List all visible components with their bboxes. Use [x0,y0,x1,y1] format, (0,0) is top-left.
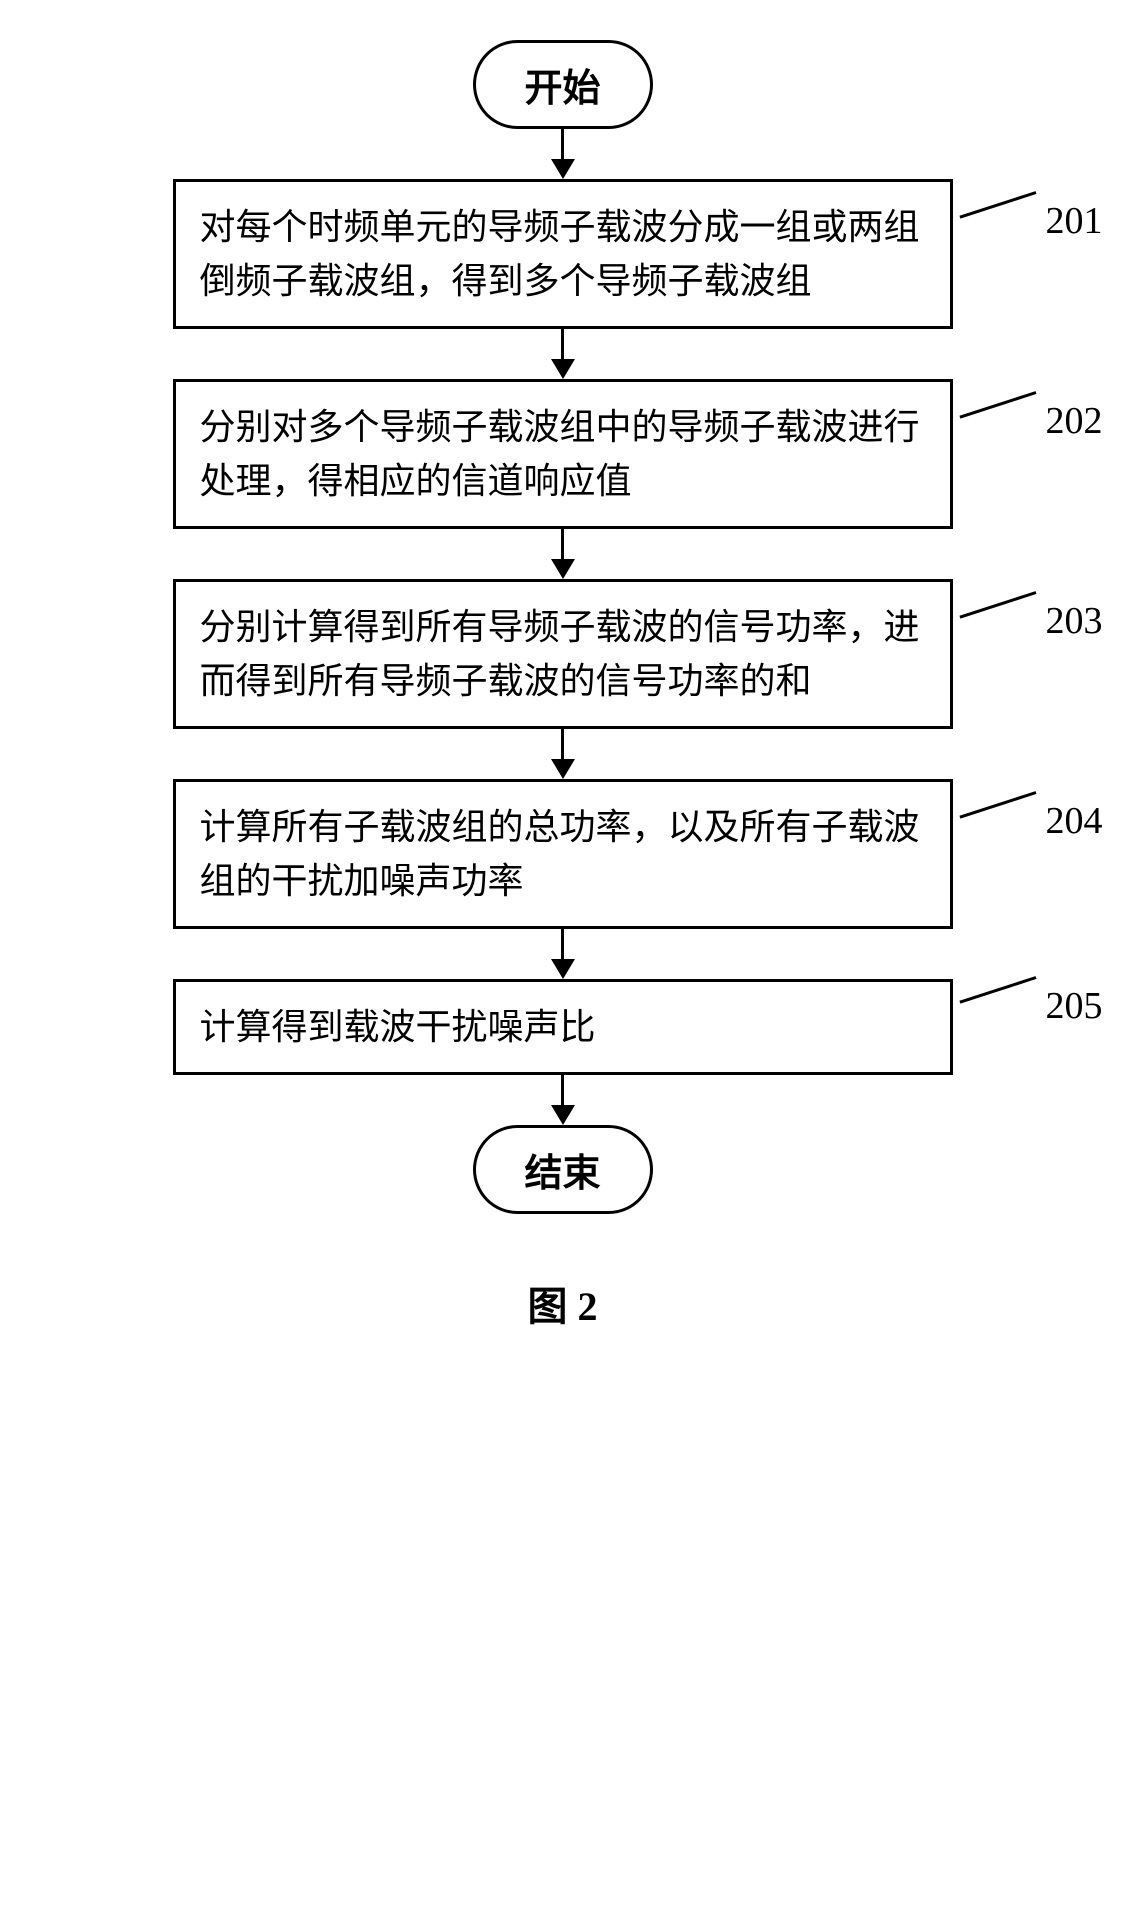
flowchart-container: 开始 对每个时频单元的导频子载波分成一组或两组倒频子载波组，得到多个导频子载波组… [113,40,1013,1332]
step-wrapper: 对每个时频单元的导频子载波分成一组或两组倒频子载波组，得到多个导频子载波组 20… [173,179,953,329]
process-text: 分别对多个导频子载波组中的导频子载波进行处理，得相应的信道响应值 [200,407,920,501]
step-label-205: 205 [1046,984,1103,1028]
step-label-204: 204 [1046,799,1103,843]
process-text: 计算所有子载波组的总功率，以及所有子载波组的干扰加噪声功率 [200,807,920,901]
arrow-line [561,529,564,559]
process-text: 分别计算得到所有导频子载波的信号功率，进而得到所有导频子载波的信号功率的和 [200,607,920,701]
step-wrapper: 分别对多个导频子载波组中的导频子载波进行处理，得相应的信道响应值 202 [173,379,953,529]
arrow [551,329,575,379]
arrow-line [561,329,564,359]
start-terminal: 开始 [473,40,653,129]
arrow-line [561,929,564,959]
step-label-203: 203 [1046,599,1103,643]
step-wrapper: 计算所有子载波组的总功率，以及所有子载波组的干扰加噪声功率 204 [173,779,953,929]
arrow [551,1075,575,1125]
arrow-head [551,559,575,579]
process-box-204: 计算所有子载波组的总功率，以及所有子载波组的干扰加噪声功率 [173,779,953,929]
end-terminal: 结束 [473,1125,653,1214]
arrow [551,729,575,779]
arrow-head [551,1105,575,1125]
arrow-head [551,759,575,779]
process-text: 计算得到载波干扰噪声比 [200,1000,596,1054]
step-label-202: 202 [1046,399,1103,443]
end-label: 结束 [524,1153,600,1195]
arrow-head [551,959,575,979]
start-label: 开始 [524,68,600,110]
arrow-line [561,129,564,159]
process-text: 对每个时频单元的导频子载波分成一组或两组倒频子载波组，得到多个导频子载波组 [200,207,920,301]
arrow [551,929,575,979]
step-wrapper: 计算得到载波干扰噪声比 205 [173,979,953,1075]
arrow-line [561,729,564,759]
arrow-line [561,1075,564,1105]
figure-caption: 图 2 [528,1274,598,1332]
arrow-head [551,359,575,379]
process-box-201: 对每个时频单元的导频子载波分成一组或两组倒频子载波组，得到多个导频子载波组 [173,179,953,329]
process-box-202: 分别对多个导频子载波组中的导频子载波进行处理，得相应的信道响应值 [173,379,953,529]
step-wrapper: 分别计算得到所有导频子载波的信号功率，进而得到所有导频子载波的信号功率的和 20… [173,579,953,729]
process-box-203: 分别计算得到所有导频子载波的信号功率，进而得到所有导频子载波的信号功率的和 [173,579,953,729]
arrow [551,529,575,579]
process-box-205: 计算得到载波干扰噪声比 [173,979,953,1075]
step-label-201: 201 [1046,199,1103,243]
arrow [551,129,575,179]
arrow-head [551,159,575,179]
